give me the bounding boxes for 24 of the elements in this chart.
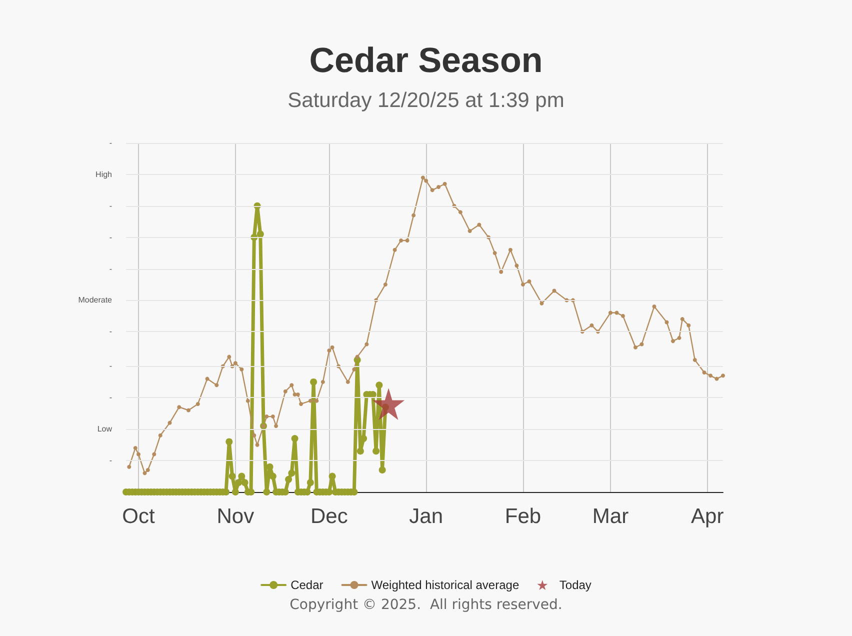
ref-line-label: - — [109, 201, 112, 210]
x-tick-label: Nov — [216, 505, 255, 528]
legend-label: Weighted historical average — [371, 578, 520, 592]
ref-line-label: High — [96, 170, 112, 179]
x-tick-label: Dec — [310, 505, 348, 528]
x-tick-label: Mar — [592, 505, 629, 528]
x-tick-label: Oct — [122, 505, 155, 528]
ref-line-label: Low — [97, 424, 112, 434]
ref-line-label: - — [109, 456, 112, 466]
ref-line-label: - — [109, 393, 112, 402]
chart-title: Cedar Season — [309, 41, 543, 80]
text: Copyright © 2025. All rights reserved. — [290, 597, 562, 613]
legend-label: Today — [559, 578, 592, 592]
legend-label: Cedar — [290, 578, 324, 592]
ref-line-label: - — [109, 232, 112, 242]
x-tick-label: Feb — [504, 505, 542, 528]
ref-line-label: - — [109, 138, 112, 148]
x-tick-label: Jan — [409, 505, 443, 528]
chart-subtitle: Saturday 12/20/25 at 1:39 pm — [288, 89, 564, 112]
ref-line-label: - — [109, 327, 112, 336]
ref-line-label: Moderate — [78, 296, 113, 305]
ref-line-label: - — [109, 362, 112, 371]
x-tick-label: Apr — [691, 505, 724, 528]
ref-line-label: - — [109, 264, 112, 274]
